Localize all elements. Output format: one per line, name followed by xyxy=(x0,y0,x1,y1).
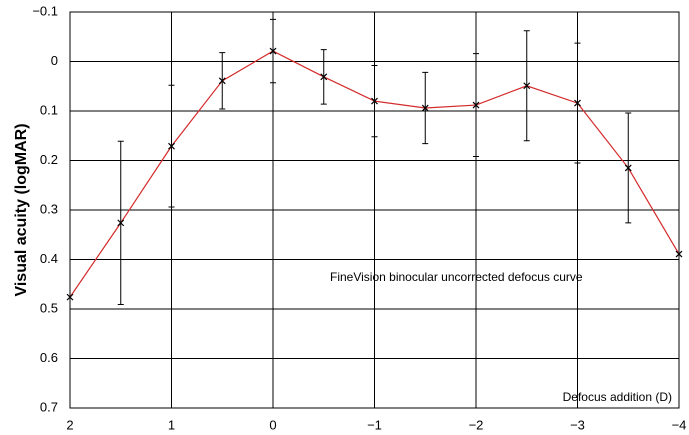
y-tick-label: 0.6 xyxy=(40,350,58,365)
marker xyxy=(371,97,378,105)
x-tick-label: −1 xyxy=(367,417,382,432)
marker xyxy=(320,73,328,81)
x-tick-label: 2 xyxy=(66,417,73,432)
y-tick-label: 0.3 xyxy=(40,201,58,216)
y-tick-label: 0.5 xyxy=(40,300,58,315)
marker xyxy=(218,77,226,85)
y-tick-label: 0.1 xyxy=(40,102,58,117)
y-axis-label: Visual acuity (logMAR) xyxy=(13,123,30,296)
x-tick-label: 1 xyxy=(168,417,175,432)
x-axis-label: Defocus addition (D) xyxy=(563,390,672,404)
x-tick-label: −4 xyxy=(672,417,687,432)
marker xyxy=(523,82,531,90)
x-tick-label: −3 xyxy=(570,417,585,432)
marker xyxy=(117,219,125,227)
y-tick-label: 0.7 xyxy=(40,399,58,414)
marker xyxy=(168,142,175,150)
marker xyxy=(574,99,581,107)
x-tick-label: 0 xyxy=(269,417,276,432)
marker xyxy=(472,101,480,109)
y-tick-label: −0.1 xyxy=(32,3,58,18)
marker xyxy=(421,104,429,112)
marker xyxy=(269,47,277,55)
annotation: FineVision binocular uncorrected defocus… xyxy=(330,270,583,284)
x-tick-label: −2 xyxy=(469,417,484,432)
y-tick-label: 0 xyxy=(51,53,58,68)
marker xyxy=(66,293,74,301)
y-tick-label: 0.2 xyxy=(40,152,58,167)
marker xyxy=(675,250,683,258)
plot-frame xyxy=(69,11,680,409)
marker xyxy=(624,164,632,172)
y-tick-label: 0.4 xyxy=(40,251,58,266)
